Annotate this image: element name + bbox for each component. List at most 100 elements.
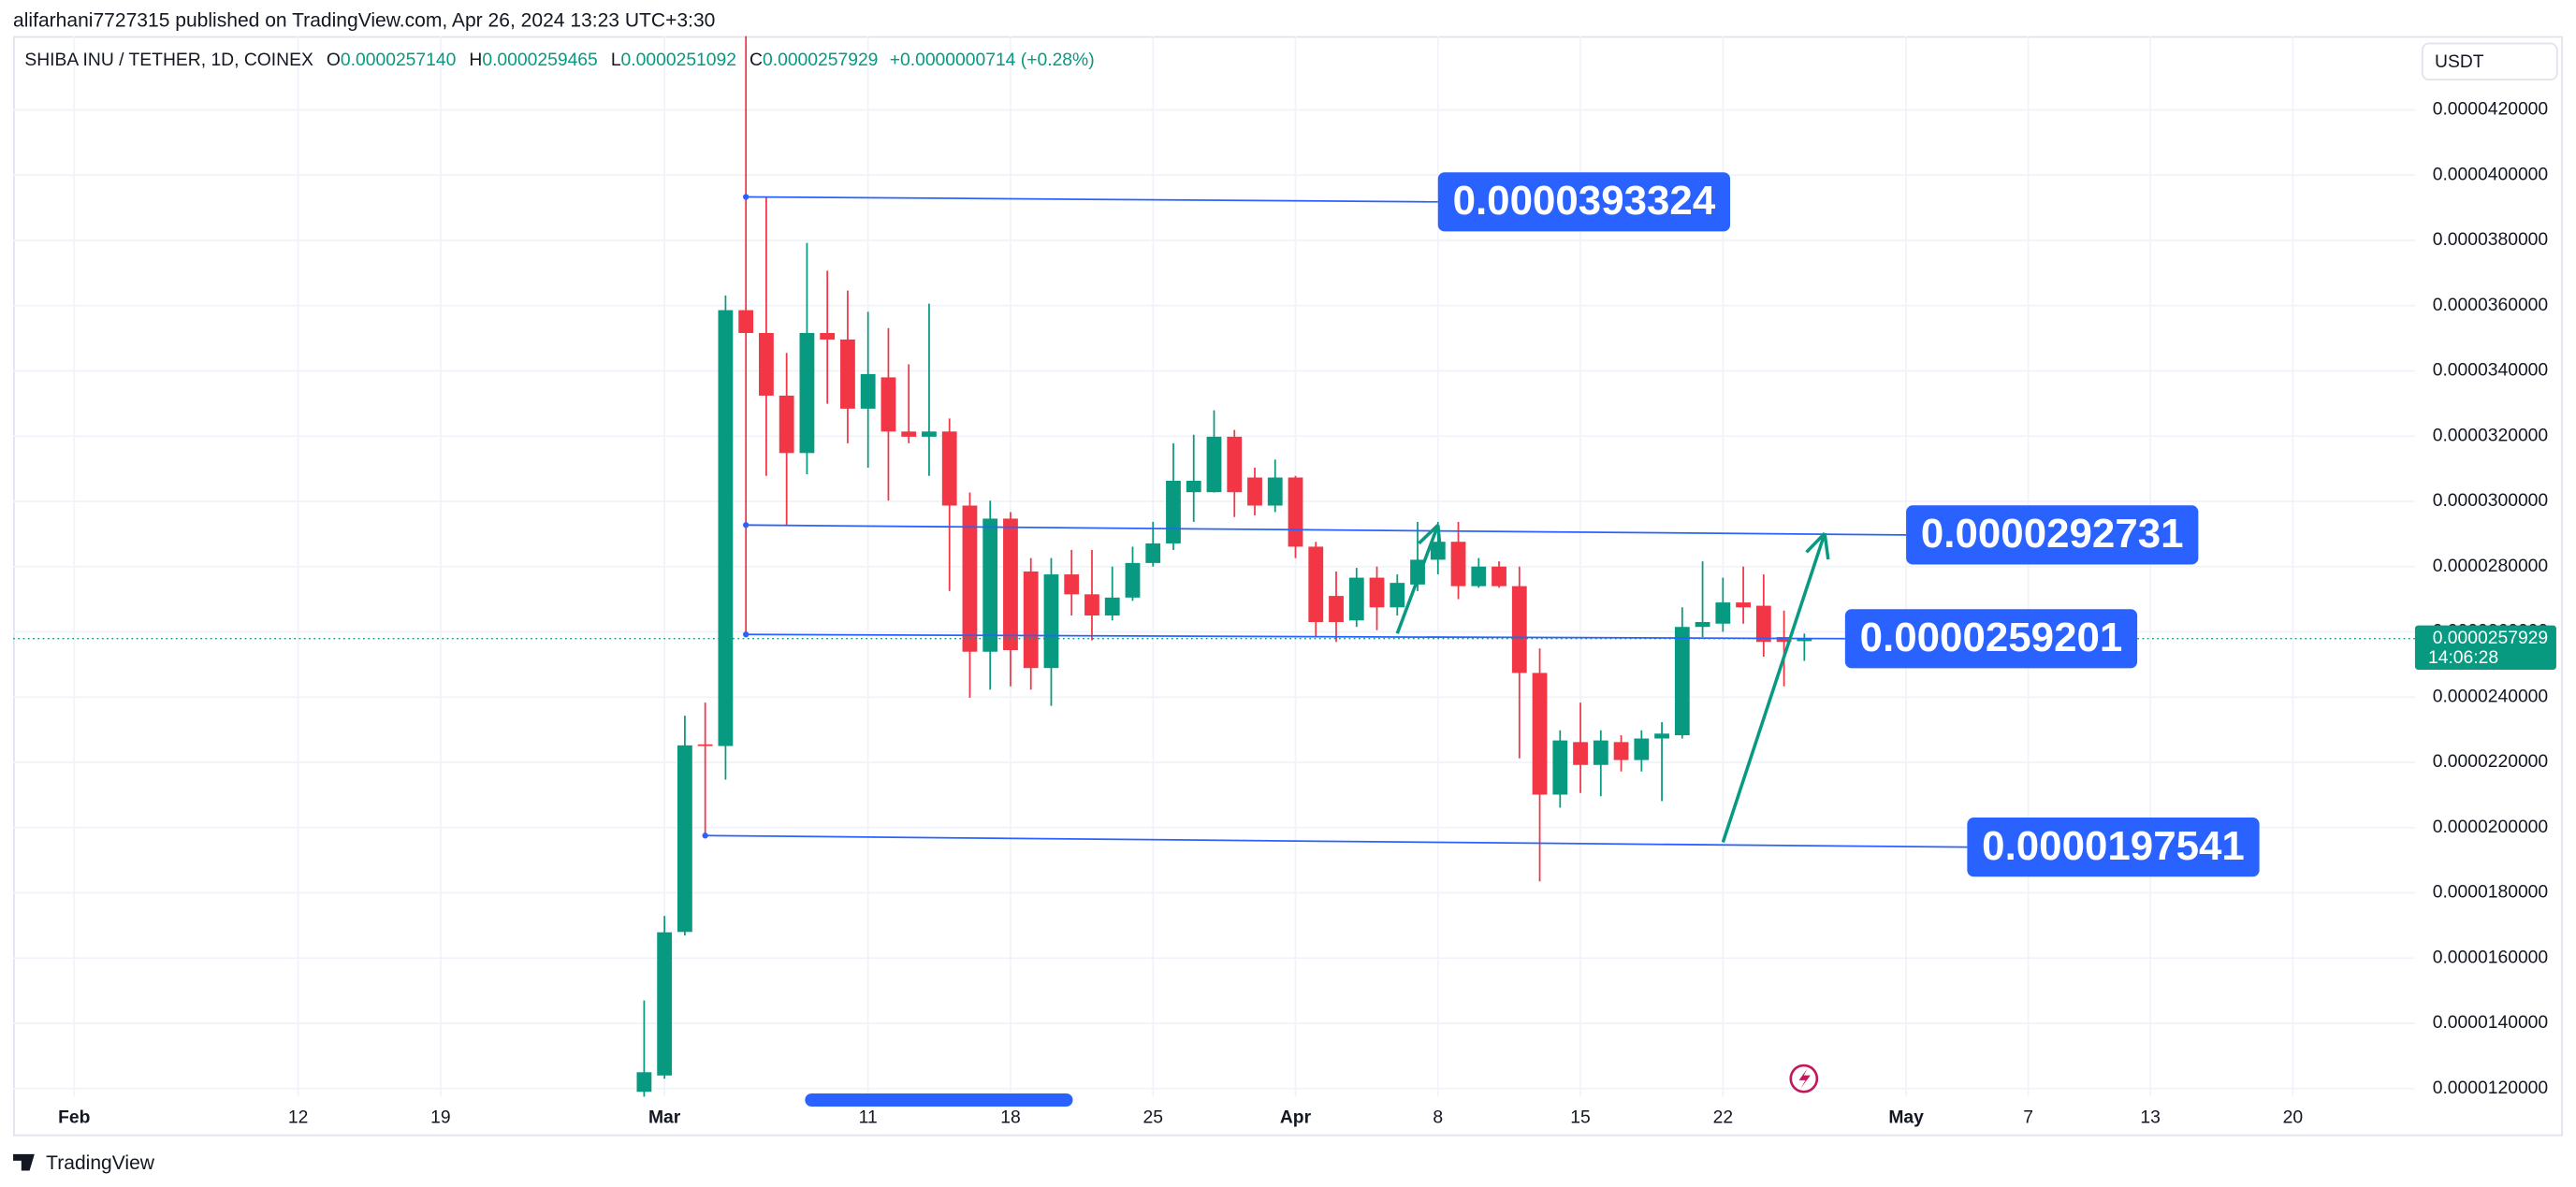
candle-body xyxy=(1104,597,1120,616)
candle-body xyxy=(1654,733,1669,739)
legend-key: O xyxy=(327,51,341,70)
candle-body xyxy=(1125,562,1141,598)
candle-body xyxy=(718,310,734,746)
candle-body xyxy=(1206,436,1222,493)
candle-body xyxy=(1390,583,1405,608)
candle-body xyxy=(1369,577,1385,608)
x-tick-label: 11 xyxy=(859,1107,878,1127)
y-tick-label: 0.0000300000 xyxy=(2433,491,2548,511)
candle-body xyxy=(1471,566,1487,586)
offscreen-label xyxy=(805,1093,1073,1107)
level-anchor xyxy=(743,522,750,528)
level-anchor xyxy=(702,832,708,839)
candle-body xyxy=(1023,571,1039,669)
symbol: SHIBA INU / TETHER, 1D, COINEX xyxy=(24,51,313,70)
level-anchor xyxy=(743,194,750,200)
level-label: 0.0000197541 xyxy=(1982,823,2245,869)
level-label-box xyxy=(1437,172,1731,232)
x-tick-label: May xyxy=(1888,1107,1924,1127)
level-label-box xyxy=(1906,505,2199,565)
legend-key: C xyxy=(750,51,763,70)
legend-key: L xyxy=(611,51,621,70)
candle-body xyxy=(677,745,692,933)
level-label: 0.0000259201 xyxy=(1860,615,2123,660)
candle-body xyxy=(1715,602,1731,624)
y-tick-label: 0.0000280000 xyxy=(2433,557,2548,576)
footer: TradingView xyxy=(13,1152,155,1174)
legend-value: 0.0000251092 xyxy=(621,51,736,70)
currency-button[interactable] xyxy=(2421,42,2558,81)
arrow-head xyxy=(1436,525,1443,552)
legend-change: +0.0000000714 (+0.28%) xyxy=(890,51,1095,70)
level-anchor xyxy=(743,631,750,638)
candle-body xyxy=(779,395,794,454)
candle-body xyxy=(1797,638,1812,642)
candle-body xyxy=(1329,596,1344,623)
y-tick-label: 0.0000240000 xyxy=(2433,687,2548,706)
candle-body xyxy=(1430,542,1446,560)
candle-body xyxy=(1736,602,1751,608)
candle-body xyxy=(941,431,957,506)
x-tick-label: 25 xyxy=(1142,1107,1162,1127)
candle-body xyxy=(697,744,713,746)
x-axis: Feb1219Mar111825Apr81522May7132027 xyxy=(58,1107,2303,1127)
mask xyxy=(0,1098,14,1136)
chart-frame xyxy=(13,36,2563,1136)
brand-logo xyxy=(13,1153,35,1171)
candle-body xyxy=(1064,574,1080,595)
candle-body xyxy=(1776,637,1792,643)
y-tick-label: 0.0000380000 xyxy=(2433,230,2548,250)
arrow-head xyxy=(1805,531,1826,554)
candle-body xyxy=(1450,542,1466,586)
x-tick-label: Feb xyxy=(58,1107,90,1127)
x-tick-label: 20 xyxy=(2283,1107,2303,1127)
x-tick-label: 7 xyxy=(2023,1107,2033,1127)
candle-body xyxy=(1674,627,1690,736)
candle-body xyxy=(1552,740,1568,795)
candle-body xyxy=(636,1072,652,1093)
x-tick-label: Mar xyxy=(648,1107,681,1127)
annotations: 0.0000393324 0.0000292731 0.0000259201 0.00… xyxy=(702,172,2260,877)
y-tick-label: 0.0000420000 xyxy=(2433,100,2548,120)
symbol-legend: SHIBA INU / TETHER, 1D, COINEX O0.0000257… xyxy=(24,51,1094,70)
candle-body xyxy=(1084,594,1099,616)
candle-body xyxy=(799,332,815,454)
y-tick-label: 0.0000180000 xyxy=(2433,883,2548,903)
candle-body xyxy=(922,431,937,437)
candle-body xyxy=(738,310,754,333)
event-bolt xyxy=(1798,1068,1811,1089)
arrow-head xyxy=(1823,532,1830,560)
candle-body xyxy=(1593,740,1608,765)
y-tick-label: 0.0000320000 xyxy=(2433,426,2548,445)
candle-body xyxy=(1511,586,1527,673)
candle-body xyxy=(1247,477,1262,506)
currency[interactable]: USDT xyxy=(2435,52,2484,72)
level-line xyxy=(705,834,1968,848)
candle-body xyxy=(1003,518,1018,650)
x-tick-label: 15 xyxy=(1570,1107,1590,1127)
y-tick-label: 0.0000220000 xyxy=(2433,752,2548,772)
candle-body xyxy=(840,339,855,409)
candle-body xyxy=(1308,546,1324,623)
y-tick-label: 0.0000140000 xyxy=(2433,1013,2548,1033)
y-tick-label: 0.0000400000 xyxy=(2433,165,2548,184)
event-icon[interactable] xyxy=(1789,1064,1819,1093)
x-tick-label: Apr xyxy=(1280,1107,1312,1127)
candle-body xyxy=(1145,543,1161,563)
level-label: 0.0000393324 xyxy=(1453,178,1716,224)
candle-body xyxy=(1166,480,1181,543)
candle-body xyxy=(1492,566,1506,586)
legend-value: 0.0000257929 xyxy=(763,51,878,70)
x-tick-label: 13 xyxy=(2140,1107,2160,1127)
level-line xyxy=(746,195,1438,203)
countdown: 14:06:28 xyxy=(2428,648,2498,668)
candle-body xyxy=(1288,477,1303,547)
legend-value: 0.0000257140 xyxy=(341,51,456,70)
candle-body xyxy=(1613,742,1629,760)
level-label-box xyxy=(1844,609,2138,669)
level-label-box xyxy=(1967,818,2260,877)
y-tick-label: 0.0000360000 xyxy=(2433,296,2548,315)
